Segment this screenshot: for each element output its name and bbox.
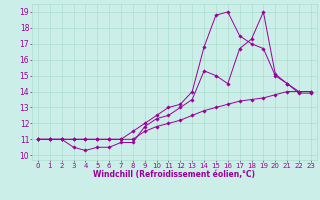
X-axis label: Windchill (Refroidissement éolien,°C): Windchill (Refroidissement éolien,°C) bbox=[93, 170, 255, 179]
